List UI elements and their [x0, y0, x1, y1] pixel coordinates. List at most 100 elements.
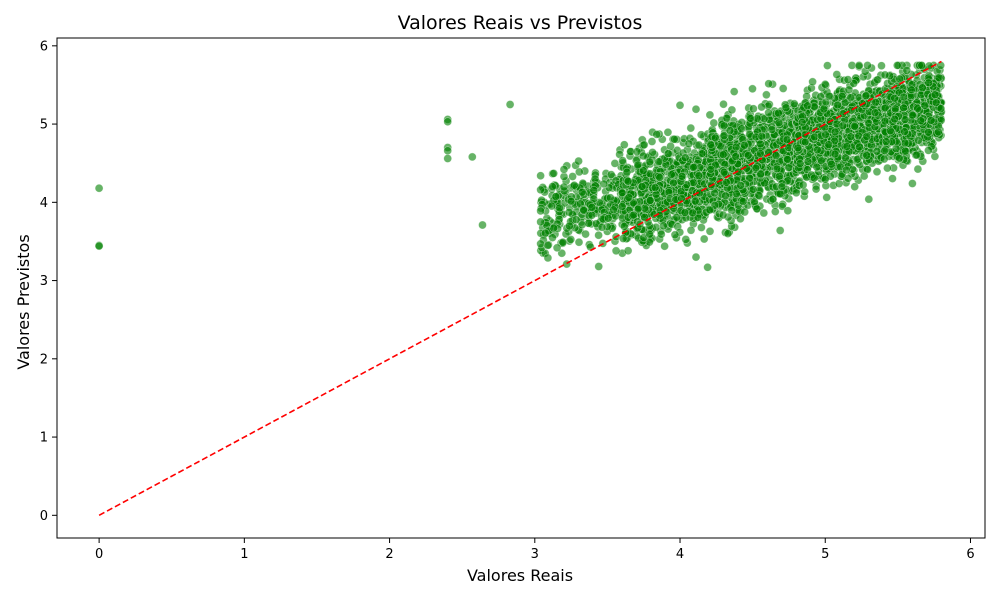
- data-point: [888, 174, 897, 183]
- data-point: [783, 155, 792, 164]
- data-point: [686, 123, 696, 133]
- data-point: [606, 170, 616, 179]
- data-point: [722, 178, 731, 187]
- data-point: [924, 128, 933, 137]
- data-point: [913, 104, 922, 113]
- data-point: [880, 116, 890, 126]
- data-point: [880, 146, 889, 156]
- data-point: [536, 217, 545, 227]
- data-point: [880, 70, 890, 80]
- data-point: [622, 167, 632, 177]
- data-point: [775, 226, 785, 235]
- data-point: [823, 61, 832, 70]
- data-point: [822, 193, 832, 202]
- data-point: [536, 185, 545, 195]
- data-point: [670, 135, 679, 144]
- data-point: [697, 149, 707, 158]
- data-point: [686, 226, 696, 235]
- data-point: [639, 140, 649, 150]
- y-tick-label: 5: [40, 118, 48, 133]
- data-point: [633, 204, 643, 214]
- data-point: [797, 117, 807, 127]
- data-point: [725, 126, 735, 135]
- data-point: [871, 97, 880, 107]
- data-point: [775, 171, 784, 181]
- data-point: [899, 92, 909, 102]
- data-point: [666, 141, 675, 151]
- data-point: [877, 61, 886, 70]
- data-point: [859, 171, 869, 181]
- data-point: [924, 78, 934, 88]
- data-point: [843, 174, 853, 183]
- data-point: [879, 154, 889, 164]
- data-point: [820, 175, 830, 184]
- data-point: [675, 101, 685, 110]
- y-axis-label: Valores Previstos: [14, 234, 33, 369]
- data-point: [719, 131, 729, 140]
- data-point: [900, 127, 909, 136]
- data-point: [655, 173, 665, 182]
- data-point: [652, 130, 662, 139]
- data-point: [812, 162, 822, 172]
- x-tick-label: 0: [95, 547, 103, 562]
- data-point: [731, 142, 741, 152]
- y-tick-label: 6: [40, 39, 48, 54]
- data-point: [872, 167, 882, 177]
- data-point: [841, 165, 851, 175]
- data-point: [719, 167, 729, 177]
- data-point: [443, 117, 453, 126]
- data-point: [759, 208, 769, 218]
- data-point: [571, 215, 581, 224]
- data-point: [751, 163, 761, 173]
- data-point: [684, 139, 694, 149]
- data-point: [589, 186, 599, 195]
- data-point: [833, 100, 843, 110]
- data-point: [846, 106, 856, 115]
- data-point: [705, 227, 715, 236]
- data-point: [610, 159, 620, 168]
- data-point: [816, 92, 826, 101]
- data-point: [774, 118, 784, 128]
- data-point: [748, 185, 758, 194]
- data-point: [718, 210, 728, 220]
- data-point: [864, 194, 874, 204]
- data-point: [832, 70, 842, 79]
- data-point: [723, 229, 733, 238]
- data-point: [821, 130, 830, 139]
- y-axis-ticks: 0 1 2 3 4 5 6: [40, 39, 57, 524]
- data-point: [756, 139, 765, 149]
- data-point: [543, 241, 553, 250]
- data-point: [795, 159, 805, 168]
- data-point: [650, 183, 660, 192]
- data-point: [681, 235, 691, 244]
- data-point: [603, 214, 613, 223]
- data-point: [443, 146, 453, 155]
- data-point: [645, 157, 655, 167]
- data-point: [699, 234, 709, 244]
- data-point: [599, 179, 609, 189]
- data-point: [559, 182, 569, 192]
- data-point: [777, 182, 787, 192]
- data-point: [640, 212, 649, 222]
- data-point: [837, 91, 847, 101]
- points-layer: [94, 61, 946, 272]
- data-point: [566, 235, 576, 244]
- x-tick-label: 4: [676, 547, 684, 562]
- data-point: [645, 196, 655, 205]
- data-point: [672, 213, 682, 222]
- data-point: [623, 176, 633, 186]
- data-point: [648, 148, 657, 157]
- data-point: [891, 144, 901, 153]
- data-point: [706, 165, 716, 174]
- chart-title: Valores Reais vs Previstos: [398, 12, 643, 34]
- data-point: [549, 169, 559, 178]
- data-point: [916, 116, 926, 125]
- data-point: [862, 151, 872, 160]
- data-point: [633, 160, 643, 170]
- x-tick-label: 5: [821, 547, 829, 562]
- data-point: [834, 179, 844, 188]
- data-point: [781, 103, 791, 112]
- y-tick-label: 3: [40, 274, 48, 289]
- data-point: [548, 233, 557, 242]
- data-point: [587, 203, 597, 212]
